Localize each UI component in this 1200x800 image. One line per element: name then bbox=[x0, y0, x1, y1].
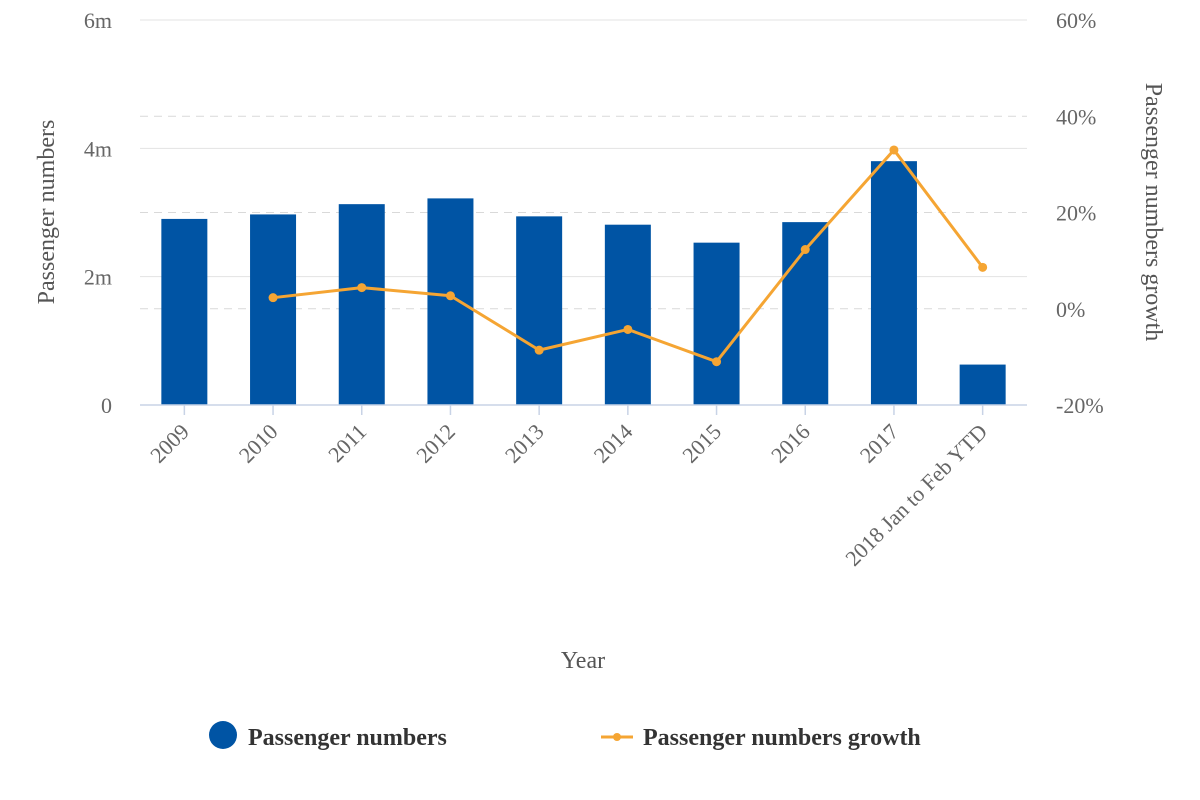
line-point[interactable] bbox=[534, 345, 544, 355]
line-point[interactable] bbox=[889, 145, 899, 155]
bar[interactable] bbox=[161, 218, 208, 405]
x-tick-label: 2013 bbox=[500, 419, 549, 468]
bar-series bbox=[161, 161, 1006, 405]
x-tick-label: 2017 bbox=[855, 419, 904, 468]
line-point[interactable] bbox=[357, 283, 367, 293]
y-tick-label: 0 bbox=[101, 393, 112, 418]
legend[interactable]: Passenger numbers Passenger numbers grow… bbox=[209, 721, 921, 751]
y2-tick-label: -20% bbox=[1056, 393, 1104, 418]
y-axis-right: -20% 0% 20% 40% 60% bbox=[1056, 8, 1104, 418]
x-tick-label: 2012 bbox=[411, 419, 460, 468]
y2-axis-title: Passenger numbers growth bbox=[1140, 83, 1166, 342]
bar[interactable] bbox=[250, 214, 297, 405]
y-tick-label: 6m bbox=[84, 8, 112, 33]
line-point[interactable] bbox=[800, 245, 810, 255]
y-axis-title: Passenger numbers bbox=[34, 120, 60, 305]
x-tick-label: 2014 bbox=[589, 419, 638, 468]
x-axis-ticks: 2009 2010 2011 2012 2013 2014 2015 2016 20172018… bbox=[145, 405, 992, 571]
line-point[interactable] bbox=[712, 357, 722, 367]
y-tick-label: 2m bbox=[84, 265, 112, 290]
legend-item-passenger-numbers[interactable]: Passenger numbers bbox=[209, 721, 447, 751]
y2-tick-label: 0% bbox=[1056, 297, 1085, 322]
x-tick-label: 2010 bbox=[234, 419, 283, 468]
y-tick-label: 4m bbox=[84, 136, 112, 161]
bar[interactable] bbox=[427, 198, 474, 405]
bar[interactable] bbox=[693, 242, 740, 405]
y2-tick-label: 40% bbox=[1056, 104, 1096, 129]
bar[interactable] bbox=[870, 161, 917, 405]
legend-marker-dot-icon bbox=[613, 733, 621, 741]
legend-label-passenger-numbers-growth: Passenger numbers growth bbox=[643, 725, 921, 751]
x-axis-title: Year bbox=[561, 648, 605, 674]
legend-item-passenger-numbers-growth[interactable]: Passenger numbers growth bbox=[601, 725, 921, 751]
line-point[interactable] bbox=[623, 324, 633, 334]
line-point[interactable] bbox=[978, 262, 988, 272]
legend-label-passenger-numbers: Passenger numbers bbox=[248, 725, 447, 751]
y2-tick-label: 60% bbox=[1056, 8, 1096, 33]
y-axis-left: 0 2m 4m 6m bbox=[84, 8, 112, 418]
line-points bbox=[268, 145, 988, 367]
bar[interactable] bbox=[338, 204, 385, 405]
x-tick-label: 2011 bbox=[323, 419, 371, 467]
x-tick-label: 2015 bbox=[677, 419, 726, 468]
line-point[interactable] bbox=[445, 291, 455, 301]
y2-tick-label: 20% bbox=[1056, 201, 1096, 226]
x-tick-label: 2009 bbox=[145, 419, 194, 468]
line-point[interactable] bbox=[268, 293, 278, 303]
bar[interactable] bbox=[516, 216, 563, 405]
x-tick-label: 2016 bbox=[766, 419, 815, 468]
bar[interactable] bbox=[604, 224, 651, 405]
legend-marker-circle-icon bbox=[209, 721, 237, 749]
bar[interactable] bbox=[959, 364, 1006, 405]
